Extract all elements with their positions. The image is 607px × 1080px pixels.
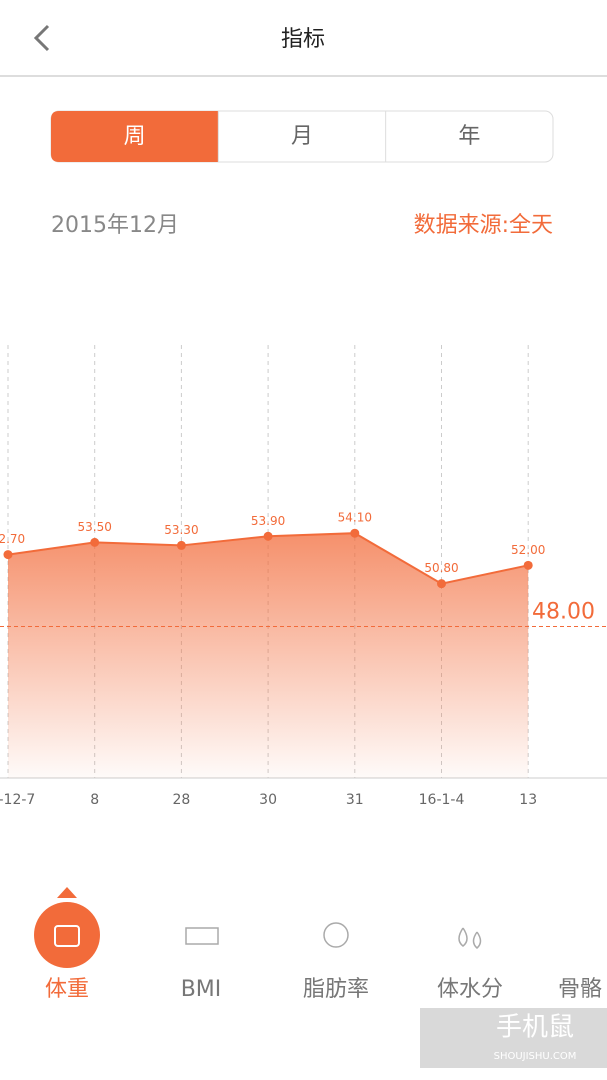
watermark-name: 手机鼠 (496, 1013, 574, 1043)
value-label: 53.90 (251, 514, 285, 528)
value-label: 54.10 (338, 511, 372, 525)
nav-item[interactable]: 体重 (45, 977, 89, 1002)
x-tick-label: 16-1-4 (419, 792, 465, 808)
nav-icon-weight (54, 925, 80, 947)
point[interactable] (437, 579, 446, 589)
watermark-bg (420, 1008, 607, 1068)
point[interactable] (523, 560, 533, 570)
back-button[interactable] (33, 24, 50, 52)
area (8, 533, 529, 778)
page-title: 指标 (281, 27, 325, 52)
point[interactable] (176, 540, 186, 550)
nav-icon-bmi (185, 927, 219, 945)
x-tick-label: 31 (346, 792, 364, 808)
nav-item[interactable]: BMI (181, 977, 222, 1002)
x-tick-label: 15-12-7 (0, 792, 35, 808)
value-label: 52.70 (0, 532, 25, 546)
point[interactable] (350, 528, 360, 538)
target-label: 48.00 (532, 600, 595, 625)
nav-icon-active (34, 902, 100, 968)
tab-active-bg (51, 111, 219, 162)
value-label: 53.50 (78, 520, 112, 534)
nav-icon-water (458, 927, 482, 949)
x-tick-label: 13 (519, 792, 537, 808)
x-tick-label: 30 (259, 792, 277, 808)
nav-item[interactable]: 体水分 (437, 977, 503, 1002)
tab[interactable]: 月 (291, 124, 313, 149)
nav-icon-fat (323, 922, 349, 948)
tab[interactable]: 年 (458, 124, 480, 149)
point[interactable] (263, 531, 273, 541)
nav-item[interactable]: 脂肪率 (303, 977, 369, 1002)
data-source[interactable]: 数据来源:全天 (414, 213, 553, 238)
tab[interactable]: 周 (124, 124, 146, 149)
x-tick-label: 28 (172, 792, 190, 808)
watermark-url: SHOUJISHU.COM (494, 1051, 577, 1062)
x-tick-label: 8 (90, 792, 99, 808)
point[interactable] (90, 537, 100, 547)
nav-item[interactable]: 骨骼 (558, 977, 602, 1002)
indicator (57, 887, 77, 898)
period: 2015年12月 (51, 213, 179, 238)
value-label: 53.30 (164, 523, 198, 537)
value-label: 50.80 (424, 561, 458, 575)
point[interactable] (3, 550, 13, 560)
value-label: 52.00 (511, 543, 545, 557)
